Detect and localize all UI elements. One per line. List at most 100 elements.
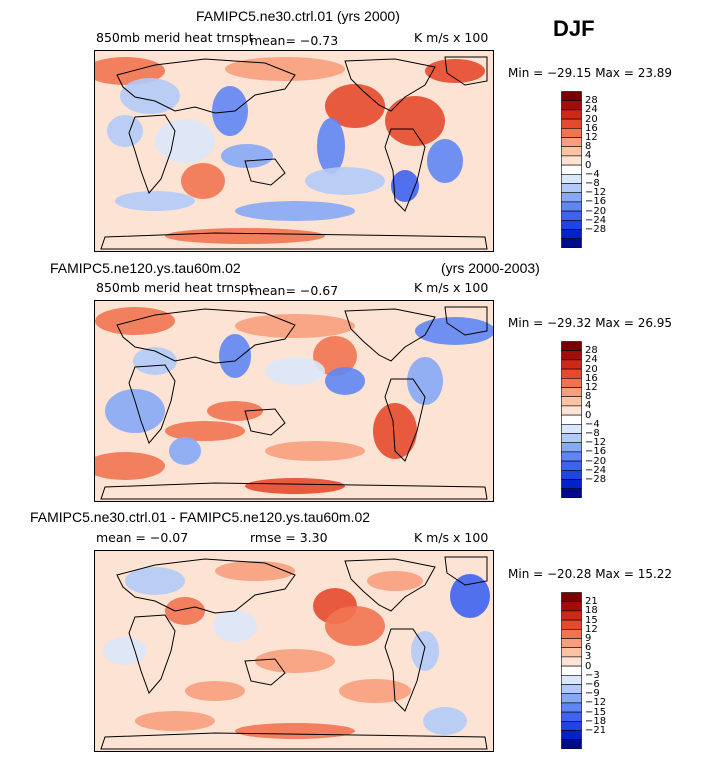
colorbar-tick-label: −20 xyxy=(585,455,607,467)
coastline xyxy=(128,114,176,194)
panel-1-map xyxy=(94,50,494,252)
colorbar-swatch xyxy=(561,220,582,230)
colorbar-tick-label: 28 xyxy=(585,95,598,107)
colorbar-tick-label: 12 xyxy=(585,132,598,143)
colorbar-tick-label: −16 xyxy=(585,446,607,458)
colorbar-tick-label: −21 xyxy=(585,725,607,736)
coastline xyxy=(100,232,488,250)
coastline xyxy=(444,306,488,336)
colorbar-tick-label: −28 xyxy=(585,474,607,485)
colorbar-tick-label: 4 xyxy=(585,400,592,412)
field-anomaly-patch xyxy=(103,637,147,665)
panel-2-field-label: 850mb merid heat trnspt xyxy=(96,280,254,295)
coastline xyxy=(100,732,488,750)
colorbar-swatch xyxy=(561,619,582,630)
colorbar-tick-label: 20 xyxy=(585,363,598,375)
colorbar-tick-label: −12 xyxy=(585,437,607,449)
panel-2-years: (yrs 2000-2003) xyxy=(441,260,540,276)
colorbar-tick-label: 15 xyxy=(585,614,598,626)
field-anomaly-patch xyxy=(95,452,165,480)
panel-3-title: FAMIPC5.ne30.ctrl.01 - FAMIPC5.ne120.ys.… xyxy=(30,509,371,525)
colorbar-tick-label: 24 xyxy=(585,354,598,366)
colorbar-swatch xyxy=(561,192,582,203)
colorbar-swatch xyxy=(561,675,582,685)
colorbar-swatch xyxy=(561,137,582,147)
field-anomaly-patch xyxy=(255,649,335,673)
colorbar-swatch xyxy=(561,592,582,602)
colorbar-swatch xyxy=(561,628,582,639)
colorbar-swatch xyxy=(561,414,582,425)
field-anomaly-patch xyxy=(425,59,485,83)
field-anomaly-patch xyxy=(325,84,385,128)
colorbar-swatch xyxy=(561,377,582,388)
coastline xyxy=(244,408,286,436)
field-anomaly-patch xyxy=(165,228,325,244)
colorbar-tick-label: 12 xyxy=(585,382,598,393)
panel-3-units: K m/s x 100 xyxy=(414,530,489,545)
panel-3-map xyxy=(94,550,494,752)
coastline xyxy=(384,378,426,462)
field-anomaly-patch xyxy=(411,631,439,671)
season-label: DJF xyxy=(553,16,595,41)
field-anomaly-patch xyxy=(219,334,251,378)
field-anomaly-patch xyxy=(235,201,355,221)
colorbar-tick-label: −15 xyxy=(585,706,607,718)
colorbar-swatch xyxy=(561,433,582,443)
field-anomaly-patch xyxy=(165,597,205,625)
coastline xyxy=(128,614,176,694)
colorbar-tick-label: −12 xyxy=(585,697,607,709)
colorbar-swatch xyxy=(561,118,582,129)
field-anomaly-patch xyxy=(339,679,411,703)
colorbar-swatch xyxy=(561,368,582,379)
colorbar-swatch xyxy=(561,647,582,658)
panel-2-map-field xyxy=(95,306,493,500)
colorbar-swatch xyxy=(561,470,582,480)
colorbar-tick-label: 18 xyxy=(585,605,598,617)
colorbar-tick-label: −6 xyxy=(585,679,600,690)
colorbar-swatch xyxy=(561,460,582,471)
field-anomaly-patch xyxy=(427,139,463,183)
colorbar-swatch xyxy=(561,684,582,694)
colorbar-swatch xyxy=(561,405,582,416)
colorbar-tick-label: 0 xyxy=(585,159,592,171)
colorbar-swatch xyxy=(561,387,582,397)
colorbar-swatch xyxy=(561,739,582,750)
coastline xyxy=(384,128,426,212)
field-anomaly-patch xyxy=(235,314,355,338)
colorbar-tick-label: −24 xyxy=(585,464,607,476)
colorbar-tick-label: −3 xyxy=(585,669,600,681)
panel-1-mean: mean= −0.73 xyxy=(250,33,339,48)
colorbar-swatch xyxy=(561,665,582,676)
colorbar-swatch xyxy=(561,424,582,434)
colorbar-swatch xyxy=(561,479,582,489)
field-anomaly-patch xyxy=(325,367,365,395)
colorbar-tick-label: 16 xyxy=(585,372,598,384)
colorbar-tick-label: −4 xyxy=(585,168,600,180)
colorbar-swatch xyxy=(561,730,582,740)
colorbar-swatch xyxy=(561,396,582,407)
colorbar-swatch xyxy=(561,350,582,361)
colorbar-swatch xyxy=(561,210,582,221)
colorbar-tick-label: −28 xyxy=(585,224,607,235)
panel-3-map-field xyxy=(100,556,490,750)
panel-3-mean: mean = −0.07 xyxy=(96,530,189,545)
colorbar-swatches xyxy=(561,91,582,249)
field-anomaly-patch xyxy=(317,118,345,174)
colorbar-tick-label: −12 xyxy=(585,187,607,199)
colorbar-tick-label: 4 xyxy=(585,150,592,162)
field-anomaly-patch xyxy=(107,115,143,147)
field-anomaly-patch xyxy=(373,403,417,459)
colorbar-swatch xyxy=(561,601,582,612)
field-anomaly-patch xyxy=(215,561,295,581)
coastline xyxy=(244,658,286,686)
panel-2-min-max: Min = −29.32 Max = 26.95 xyxy=(508,316,673,330)
coastline xyxy=(244,158,286,186)
panel-3-min-max: Min = −20.28 Max = 15.22 xyxy=(508,567,673,581)
colorbar-swatch xyxy=(561,183,582,193)
field-anomaly-patch xyxy=(235,723,355,739)
panel-2-map xyxy=(94,300,494,502)
colorbar-tick-label: −8 xyxy=(585,428,600,439)
field-anomaly-patch xyxy=(245,478,345,494)
field-anomaly-patch xyxy=(135,711,215,731)
colorbar-swatch xyxy=(561,693,582,704)
